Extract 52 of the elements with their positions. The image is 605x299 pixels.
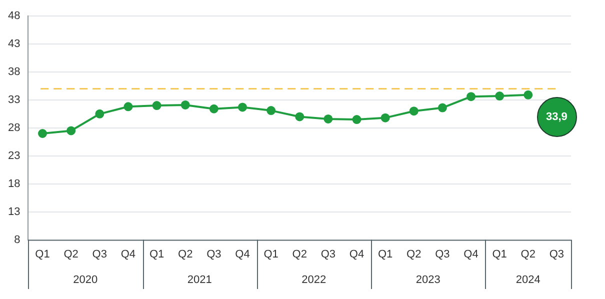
text: 2024 <box>516 274 540 286</box>
point <box>438 103 447 112</box>
point <box>238 102 247 112</box>
point <box>495 92 504 101</box>
y-tick-label: 33 <box>8 94 20 106</box>
point <box>409 106 418 116</box>
point <box>180 100 190 110</box>
y-tick-label: 48 <box>8 10 20 22</box>
y-tick-label: 18 <box>8 178 20 190</box>
point <box>324 114 333 124</box>
point <box>266 106 276 116</box>
x-tick-label: Q4 <box>464 248 478 260</box>
point <box>38 128 48 138</box>
x-tick-label: Q3 <box>206 248 222 260</box>
point <box>209 104 218 114</box>
x-tick-label: Q1 <box>149 248 164 260</box>
y-tick-label: 23 <box>8 150 20 162</box>
point <box>380 113 390 122</box>
badge-circle: 33,9 <box>536 96 577 137</box>
point <box>352 115 362 124</box>
text: 2023 <box>416 274 440 286</box>
y-tick-label: 13 <box>8 206 20 218</box>
text: 2021 <box>187 274 212 286</box>
text: 2020 <box>73 274 98 286</box>
x-tick-label: Q1 <box>35 248 50 260</box>
x-tick-label: Q4 <box>235 248 250 260</box>
x-tick-label: Q2 <box>406 248 422 260</box>
x-tick-label: Q2 <box>520 248 536 260</box>
y-tick-label: 43 <box>8 38 20 50</box>
x-tick-label: Q3 <box>549 248 564 260</box>
point <box>524 90 533 100</box>
point <box>152 101 162 110</box>
x-tick-label: Q3 <box>435 248 450 260</box>
point <box>95 109 104 118</box>
x-tick-label: Q1 <box>378 248 393 260</box>
x-tick-label: Q2 <box>178 248 193 260</box>
x-tick-label: Q3 <box>92 248 107 260</box>
x-tick-label: Q4 <box>349 248 364 260</box>
point <box>295 112 304 122</box>
text: 2022 <box>302 274 326 286</box>
y-tick-label: 38 <box>8 66 20 78</box>
y-tick-label: 8 <box>14 234 20 246</box>
x-tick-label: Q1 <box>492 248 507 260</box>
point <box>124 102 133 112</box>
x-tick-label: Q1 <box>264 248 278 260</box>
x-tick-label: Q4 <box>120 248 136 260</box>
x-tick-label: Q2 <box>64 248 78 260</box>
x-tick-label: Q2 <box>292 248 307 260</box>
point <box>66 126 76 136</box>
x-tick-label: Q3 <box>320 248 336 260</box>
y-tick-label: 28 <box>8 122 20 134</box>
point <box>466 92 476 102</box>
